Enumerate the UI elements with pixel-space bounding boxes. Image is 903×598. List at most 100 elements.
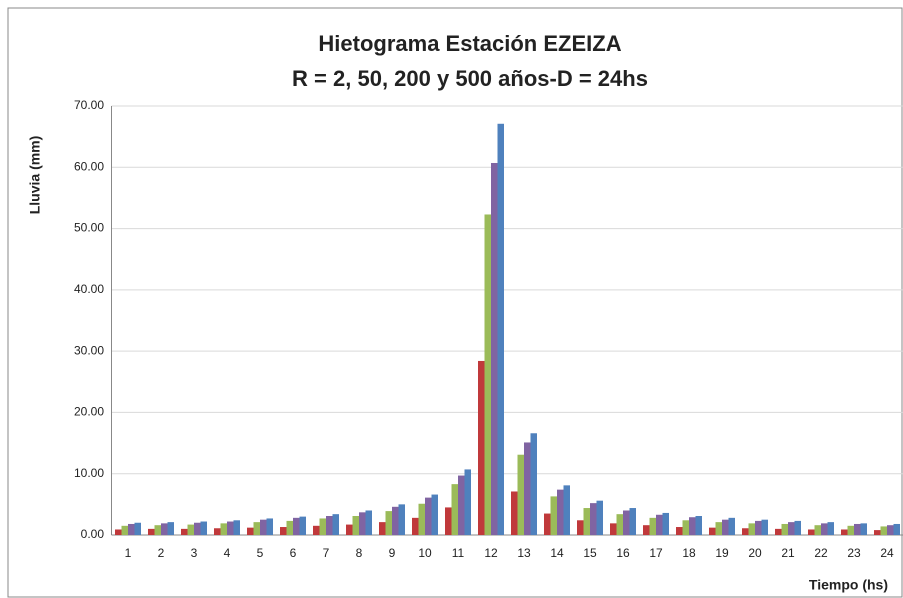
bar <box>847 525 854 535</box>
bar <box>418 503 425 535</box>
bar <box>649 517 656 535</box>
bar <box>821 523 828 535</box>
bar <box>121 525 128 535</box>
bar <box>893 523 900 535</box>
bar <box>497 123 504 535</box>
bar <box>563 485 570 535</box>
y-tick-label: 70.00 <box>74 98 104 112</box>
y-tick-label: 10.00 <box>74 466 104 480</box>
chart-subtitle: R = 2, 50, 200 y 500 años-D = 24hs <box>292 66 648 91</box>
y-tick-label: 50.00 <box>74 221 104 235</box>
bar <box>332 514 339 535</box>
bar <box>841 529 848 535</box>
bar <box>676 527 683 535</box>
bar <box>656 514 663 535</box>
bar <box>775 528 782 535</box>
x-tick-label: 7 <box>323 546 330 560</box>
bar <box>346 524 353 535</box>
bar <box>854 523 861 535</box>
x-tick-label: 19 <box>715 546 729 560</box>
bar <box>530 433 537 535</box>
x-tick-label: 6 <box>290 546 297 560</box>
x-tick-label: 12 <box>484 546 498 560</box>
bar <box>319 518 326 535</box>
bar <box>451 484 458 535</box>
y-tick-label: 60.00 <box>74 159 104 173</box>
bar <box>392 506 399 535</box>
y-tick-label: 20.00 <box>74 405 104 419</box>
bar <box>379 522 386 535</box>
x-tick-label: 13 <box>517 546 531 560</box>
x-tick-label: 10 <box>418 546 432 560</box>
x-tick-label: 20 <box>748 546 762 560</box>
bar <box>643 525 650 535</box>
bar <box>722 519 729 535</box>
x-tick-label: 5 <box>257 546 264 560</box>
x-tick-label: 16 <box>616 546 630 560</box>
bar <box>431 494 438 535</box>
bar <box>709 527 716 535</box>
bar <box>220 523 227 535</box>
bar <box>200 521 207 535</box>
bar <box>458 475 465 535</box>
bar <box>590 503 597 535</box>
bar <box>728 517 735 535</box>
bar <box>524 442 531 535</box>
bar <box>398 504 405 535</box>
bar <box>134 522 141 535</box>
bar <box>755 520 762 535</box>
bar <box>299 516 306 535</box>
bar <box>313 525 320 535</box>
bar <box>623 510 630 535</box>
bar <box>326 516 333 535</box>
bar <box>874 530 881 535</box>
bar <box>227 521 234 535</box>
bar <box>808 529 815 535</box>
x-tick-label: 14 <box>550 546 564 560</box>
bar <box>181 528 188 535</box>
y-axis-title: Lluvia (mm) <box>27 136 43 215</box>
bar <box>128 523 135 535</box>
y-tick-label: 0.00 <box>81 527 105 541</box>
x-tick-label: 1 <box>125 546 132 560</box>
x-tick-label: 3 <box>191 546 198 560</box>
x-tick-label: 21 <box>781 546 795 560</box>
bar <box>445 507 452 535</box>
bar <box>187 524 194 535</box>
bar <box>253 522 260 535</box>
bar <box>511 491 518 535</box>
y-tick-label: 30.00 <box>74 343 104 357</box>
bar <box>233 520 240 535</box>
bar <box>464 469 471 535</box>
bar <box>550 496 557 535</box>
bar <box>695 516 702 535</box>
bar <box>742 528 749 535</box>
x-tick-label: 2 <box>158 546 165 560</box>
bar <box>115 529 122 535</box>
bar <box>517 454 524 535</box>
x-tick-label: 4 <box>224 546 231 560</box>
bar <box>827 522 834 535</box>
bar <box>761 519 768 535</box>
bar <box>385 511 392 535</box>
bar <box>161 523 168 535</box>
bar <box>154 525 161 535</box>
bar <box>596 500 603 535</box>
bar <box>689 517 696 535</box>
bar <box>260 519 267 535</box>
bar <box>478 360 485 535</box>
bar <box>794 520 801 535</box>
bar <box>365 510 372 535</box>
bar <box>286 520 293 535</box>
bar <box>214 528 221 535</box>
bar <box>629 508 636 535</box>
bar <box>352 516 359 535</box>
bar <box>412 517 419 535</box>
bar <box>544 513 551 535</box>
bar <box>577 520 584 535</box>
bar <box>715 522 722 535</box>
bar <box>887 525 894 535</box>
bar <box>610 523 617 535</box>
bar <box>491 162 498 535</box>
